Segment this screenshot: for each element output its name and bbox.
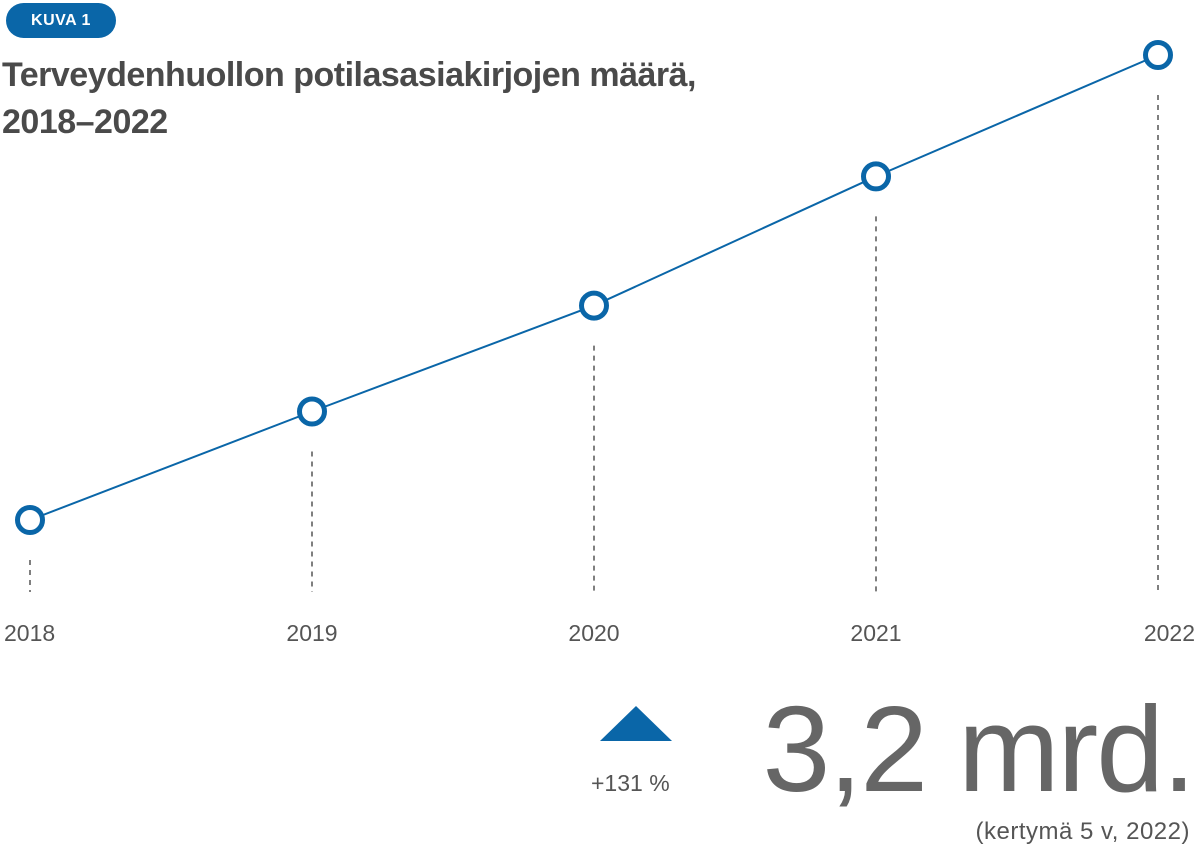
x-tick-label-2022: 2022 (1144, 620, 1195, 646)
x-tick-label-2018: 2018 (4, 620, 55, 646)
x-tick-label-2020: 2020 (568, 620, 619, 646)
data-point-2020 (579, 290, 609, 321)
summary-change: +131 % (591, 770, 670, 796)
x-tick-label-2019: 2019 (286, 620, 337, 646)
chart-title-line-1: Terveydenhuollon potilasasiakirjojen mää… (2, 56, 697, 94)
x-tick-label-2021: 2021 (850, 620, 901, 646)
summary-value: 3,2 mrd. (762, 681, 1196, 817)
data-point-2018 (15, 505, 45, 535)
x-axis-labels: 2018 2019 2020 2021 2022 (4, 620, 1195, 646)
figure-badge: KUVA 1 (6, 3, 116, 38)
data-point-2021 (861, 161, 891, 192)
chart-title: Terveydenhuollon potilasasiakirjojen mää… (2, 52, 862, 146)
data-points (15, 40, 1173, 535)
data-point-2022 (1143, 40, 1173, 70)
summary-note: (kertymä 5 v, 2022) (975, 818, 1190, 845)
data-point-2019 (297, 396, 327, 427)
vertical-guides (29, 95, 1159, 592)
chart-title-line-2: 2018–2022 (2, 103, 168, 141)
triangle-up-icon (600, 706, 672, 741)
